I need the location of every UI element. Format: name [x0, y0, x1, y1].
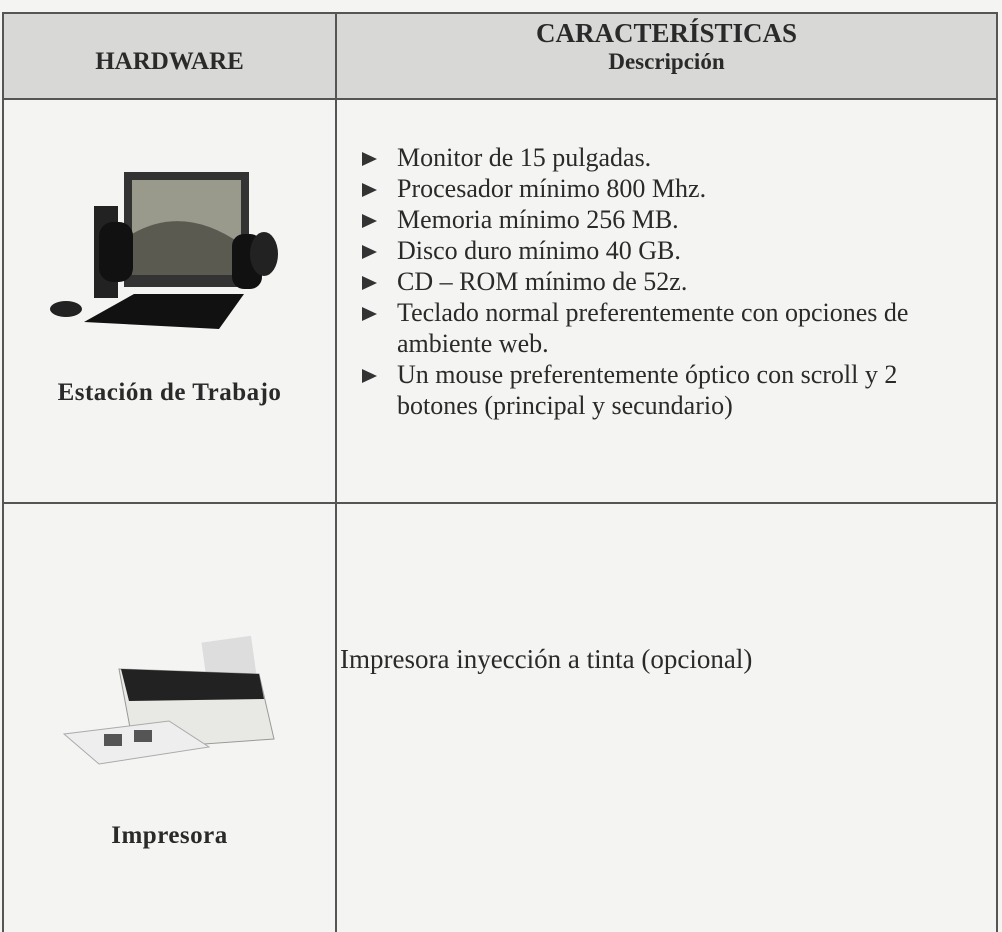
hardware-table: HARDWARE CARACTERÍSTICAS Descripción Est… — [2, 12, 998, 932]
header-characteristics: CARACTERÍSTICAS Descripción — [337, 14, 996, 98]
row-label: Estación de Trabajo — [57, 379, 282, 406]
feature-item: Disco duro mínimo 40 GB. — [354, 235, 984, 266]
row-divider — [4, 502, 996, 504]
header-subtitle: Descripción — [608, 49, 725, 74]
feature-item: Monitor de 15 pulgadas. — [354, 142, 984, 173]
feature-item: Memoria mínimo 256 MB. — [354, 204, 984, 235]
column-divider — [335, 14, 337, 932]
feature-item: CD – ROM mínimo de 52z. — [354, 266, 984, 297]
feature-item: Teclado normal preferentemente con opcio… — [354, 297, 984, 359]
printer-image — [62, 635, 275, 765]
row-divider — [4, 98, 996, 100]
header-title: CARACTERÍSTICAS — [535, 18, 798, 48]
header-hardware: HARDWARE — [4, 14, 335, 98]
row-description: Impresora inyección a tinta (opcional) — [340, 644, 753, 674]
workstation-image — [50, 172, 278, 329]
feature-item: Procesador mínimo 800 Mhz. — [354, 173, 984, 204]
feature-item: Un mouse preferentemente óptico con scro… — [354, 359, 984, 421]
feature-list: Monitor de 15 pulgadas. Procesador mínim… — [354, 142, 984, 421]
row-label: Impresora — [111, 822, 228, 849]
